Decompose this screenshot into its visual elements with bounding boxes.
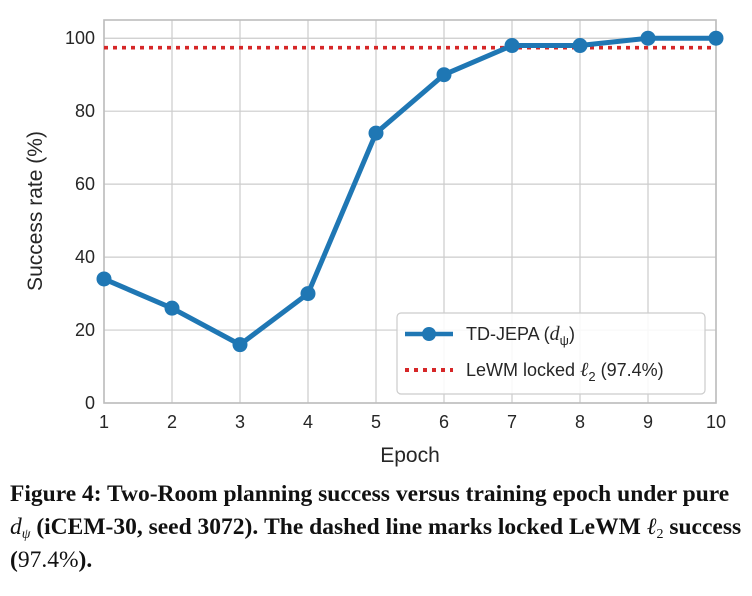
x-tick-label: 2 [167,412,177,432]
legend-label-series-1: TD-JEPA (dψ) [466,323,575,348]
y-tick-label: 20 [75,320,95,340]
x-tick-label: 10 [706,412,726,432]
y-tick-label: 60 [75,174,95,194]
x-tick-label: 1 [99,412,109,432]
figure-caption: Figure 4: Two-Room planning success vers… [10,481,742,573]
y-tick-labels: 0 20 40 60 80 100 [65,28,95,413]
data-point [164,300,180,316]
x-tick-label: 6 [439,412,449,432]
legend-box [396,312,706,395]
data-point [232,337,248,353]
data-point [640,30,656,46]
y-axis-label: Success rate (%) [24,131,47,291]
series-line [101,35,719,348]
plot-frame [103,19,717,404]
data-point [368,125,384,141]
x-tick-labels: 1 2 3 4 5 6 7 8 9 10 [99,412,726,432]
x-tick-label: 8 [575,412,585,432]
y-tick-label: 100 [65,28,95,48]
legend-label-series-2: LeWM locked ℓ2 (97.4%) [466,359,664,384]
chart: 1 2 3 4 5 6 7 8 9 10 0 20 40 60 80 100 Epoch Success r… [24,19,726,467]
x-tick-label: 3 [235,412,245,432]
legend: TD-JEPA (dψ) LeWM locked ℓ2 (97.4%) [396,312,706,395]
y-tick-label: 80 [75,101,95,121]
y-tick-label: 40 [75,247,95,267]
data-point [572,38,588,54]
y-tick-label: 0 [85,393,95,413]
data-point [96,271,112,287]
series-markers [96,30,724,353]
x-tick-label: 9 [643,412,653,432]
legend-marker-series-1 [422,327,436,341]
x-tick-label: 4 [303,412,313,432]
series-line-td-jepa [101,35,719,348]
x-tick-label: 5 [371,412,381,432]
data-point [300,286,316,302]
data-point [708,30,724,46]
x-tick-label: 7 [507,412,517,432]
data-point [436,67,452,83]
x-axis-label: Epoch [380,444,440,467]
data-point [504,38,520,54]
